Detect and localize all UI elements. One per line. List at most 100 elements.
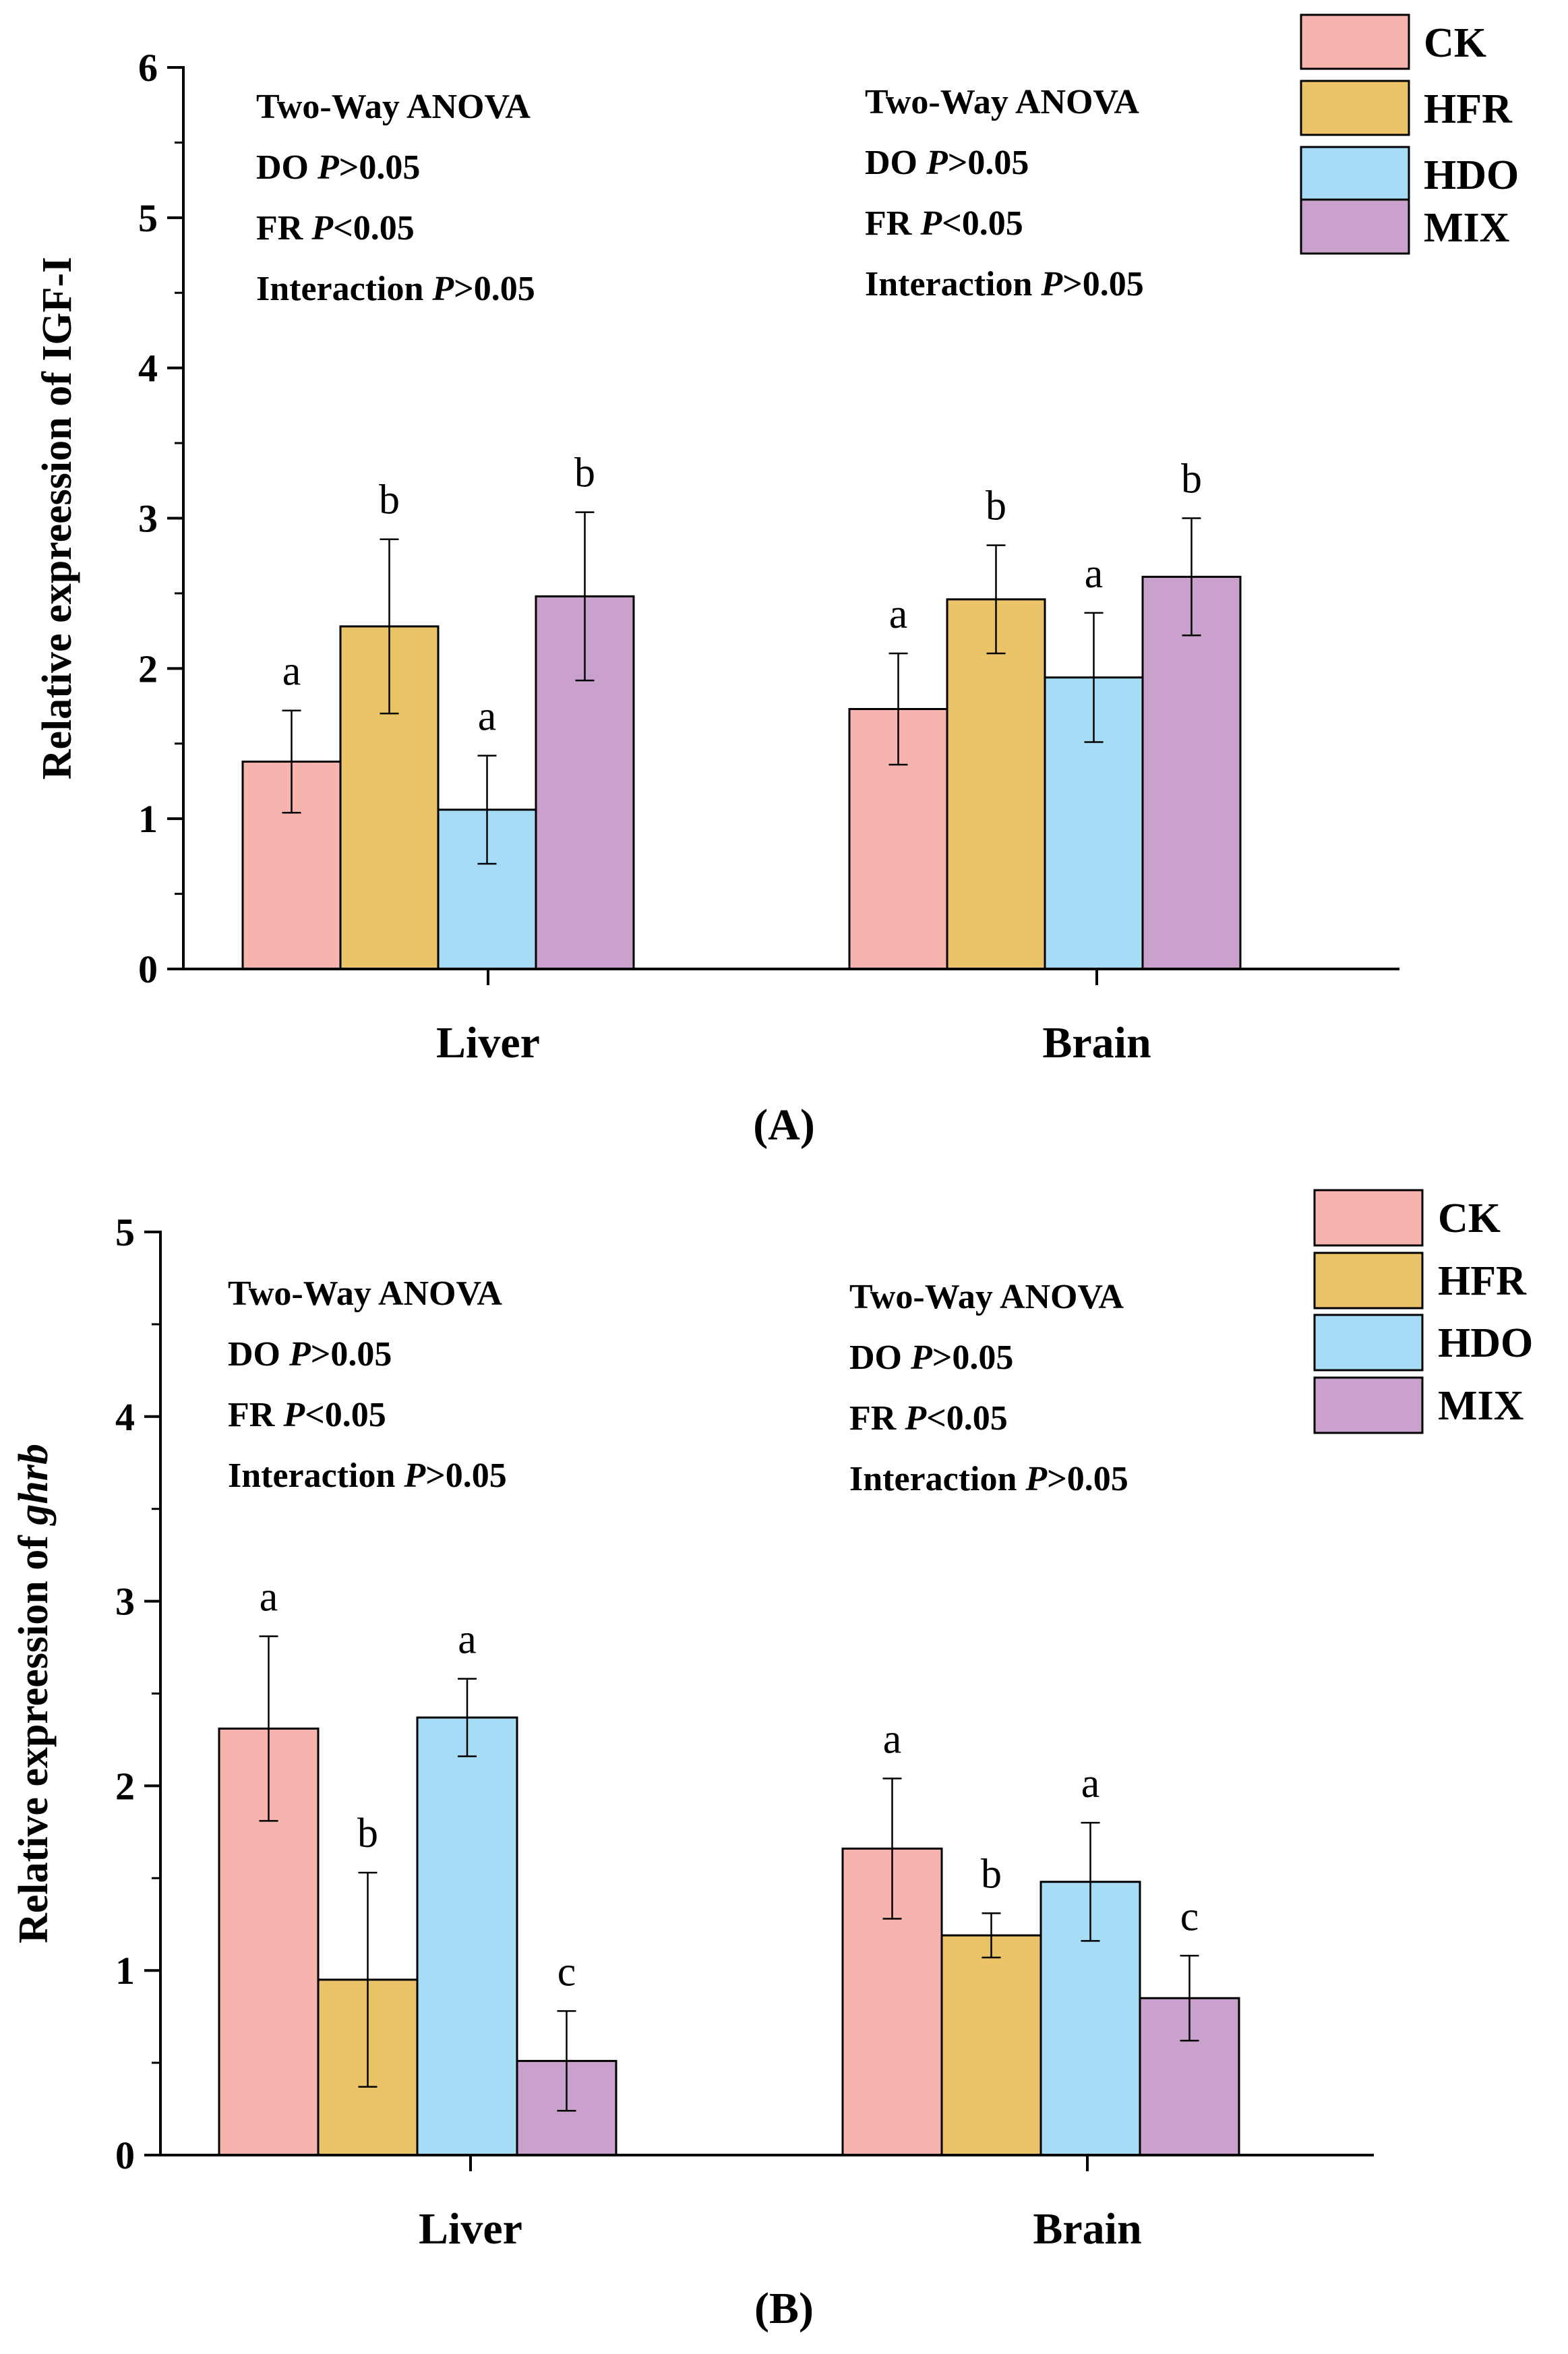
- significance-letter: a: [889, 591, 908, 637]
- significance-letter: a: [883, 1716, 902, 1762]
- anova-p-value: <0.05: [926, 1399, 1008, 1438]
- anova-row: Interaction P>0.05: [849, 1460, 1128, 1498]
- y-axis-label-italic: ghrb: [11, 1444, 57, 1527]
- anova-p-value: >0.05: [425, 1456, 507, 1495]
- x-tick-label-liver: Liver: [436, 1018, 540, 1067]
- y-axis-label-text: Relative expreession of IGF-I: [34, 257, 80, 779]
- anova-row: Interaction P>0.05: [865, 265, 1144, 303]
- significance-letter: c: [557, 1949, 576, 1995]
- legend-label-hfr: HFR: [1438, 1258, 1527, 1304]
- anova-p-symbol: P: [431, 270, 454, 308]
- y-tick-label: 0: [138, 947, 158, 991]
- y-tick-label: 3: [138, 497, 158, 541]
- anova-p-value: <0.05: [305, 1396, 386, 1434]
- anova-row: Interaction P>0.05: [228, 1456, 507, 1495]
- anova-p-symbol: P: [282, 1396, 305, 1434]
- y-tick-label: 1: [115, 1949, 135, 1993]
- significance-letter: a: [282, 649, 301, 695]
- significance-letter: b: [357, 1811, 378, 1856]
- legend-swatch-mix: [1313, 1376, 1424, 1434]
- anova-p-symbol: P: [926, 144, 948, 182]
- anova-p-symbol: P: [1025, 1460, 1048, 1498]
- legend-label-mix: MIX: [1438, 1383, 1524, 1429]
- significance-letter: a: [1085, 551, 1104, 597]
- significance-letter: a: [458, 1617, 477, 1663]
- y-tick-label: 0: [115, 2134, 135, 2177]
- anova-p-symbol: P: [403, 1456, 426, 1495]
- anova-factor: Interaction: [865, 265, 1041, 303]
- anova-p-value: <0.05: [333, 209, 415, 247]
- legend-label-ck: CK: [1424, 20, 1486, 66]
- panel-a-chart: a a b b a a b b 0 1 2 3 4 5 6 Liver Brain Relative expree…: [34, 13, 1519, 1150]
- significance-letter: b: [574, 450, 595, 496]
- y-tick-label: 2: [115, 1764, 135, 1808]
- anova-p-symbol: P: [904, 1399, 927, 1438]
- bar-hdo-liver: [416, 1716, 518, 2156]
- anova-factor: FR: [228, 1396, 283, 1434]
- legend-label-hdo: HDO: [1424, 152, 1519, 198]
- anova-p-symbol: P: [910, 1338, 933, 1377]
- y-tick-label: 4: [115, 1395, 135, 1439]
- legend-label-ck: CK: [1438, 1196, 1501, 1241]
- x-tick-label-liver: Liver: [419, 2204, 522, 2254]
- y-axis-label: Relative expreession of IGF-I: [34, 257, 80, 779]
- panel-b-chart: a a b b a a c c 0 1 2 3 4 5 Liver Brain Relative exprees…: [11, 1189, 1533, 2333]
- anova-title: Two-Way ANOVA: [256, 88, 531, 126]
- legend-label-mix: MIX: [1424, 205, 1510, 251]
- anova-p-symbol: P: [1040, 265, 1063, 303]
- significance-letter: c: [1180, 1893, 1199, 1939]
- panel-label: (A): [753, 1100, 815, 1150]
- significance-letter: b: [986, 483, 1006, 529]
- legend-swatch-mix: [1300, 198, 1410, 255]
- legend-label-hdo: HDO: [1438, 1320, 1533, 1366]
- significance-letter: a: [260, 1575, 278, 1620]
- anova-factor: FR: [256, 209, 311, 247]
- y-tick-label: 4: [138, 347, 158, 390]
- anova-row: FR P<0.05: [849, 1399, 1008, 1438]
- y-tick-label: 2: [138, 647, 158, 690]
- anova-row: DO P>0.05: [849, 1338, 1013, 1377]
- anova-title: Two-Way ANOVA: [228, 1274, 502, 1313]
- y-tick-label: 3: [115, 1580, 135, 1624]
- anova-p-value: >0.05: [454, 270, 535, 308]
- anova-factor: FR: [849, 1399, 905, 1438]
- anova-p-value: >0.05: [339, 148, 421, 187]
- anova-p-value: <0.05: [942, 204, 1023, 243]
- bar-hfr-brain: [946, 598, 1046, 970]
- legend-swatch-hfr: [1313, 1252, 1424, 1310]
- anova-p-value: >0.05: [1047, 1460, 1128, 1498]
- anova-row: FR P<0.05: [865, 204, 1023, 243]
- legend-swatch-hdo: [1313, 1314, 1424, 1372]
- anova-factor: Interaction: [256, 270, 432, 308]
- anova-factor: FR: [865, 204, 920, 243]
- anova-factor: DO: [256, 148, 318, 187]
- anova-p-value: >0.05: [932, 1338, 1014, 1377]
- legend-swatch-hdo: [1300, 146, 1410, 202]
- anova-factor: Interaction: [849, 1460, 1025, 1498]
- y-tick-label: 5: [115, 1210, 135, 1254]
- anova-p-value: >0.05: [311, 1335, 392, 1374]
- legend-swatch-ck: [1300, 13, 1410, 70]
- anova-row: DO P>0.05: [865, 144, 1029, 182]
- anova-factor: DO: [865, 144, 926, 182]
- anova-p-value: >0.05: [948, 144, 1029, 182]
- y-axis-label-text: Relative expreession of: [11, 1525, 57, 1943]
- anova-row: FR P<0.05: [256, 209, 415, 247]
- significance-letter: b: [1181, 457, 1202, 502]
- legend-swatch-hfr: [1300, 80, 1410, 136]
- legend-swatch-ck: [1313, 1189, 1424, 1247]
- x-tick-label-brain: Brain: [1033, 2204, 1141, 2254]
- anova-title: Two-Way ANOVA: [865, 83, 1139, 121]
- anova-row: FR P<0.05: [228, 1396, 386, 1434]
- significance-letter: a: [1081, 1761, 1100, 1806]
- panel-label: (B): [754, 2284, 814, 2333]
- anova-row: Interaction P>0.05: [256, 270, 535, 308]
- anova-title: Two-Way ANOVA: [849, 1278, 1124, 1316]
- anova-factor: DO: [849, 1338, 911, 1377]
- y-tick-label: 5: [138, 196, 158, 240]
- anova-p-symbol: P: [289, 1335, 311, 1374]
- anova-row: DO P>0.05: [228, 1335, 392, 1374]
- significance-letter: b: [379, 477, 400, 523]
- bar-hfr-brain: [940, 1934, 1042, 2156]
